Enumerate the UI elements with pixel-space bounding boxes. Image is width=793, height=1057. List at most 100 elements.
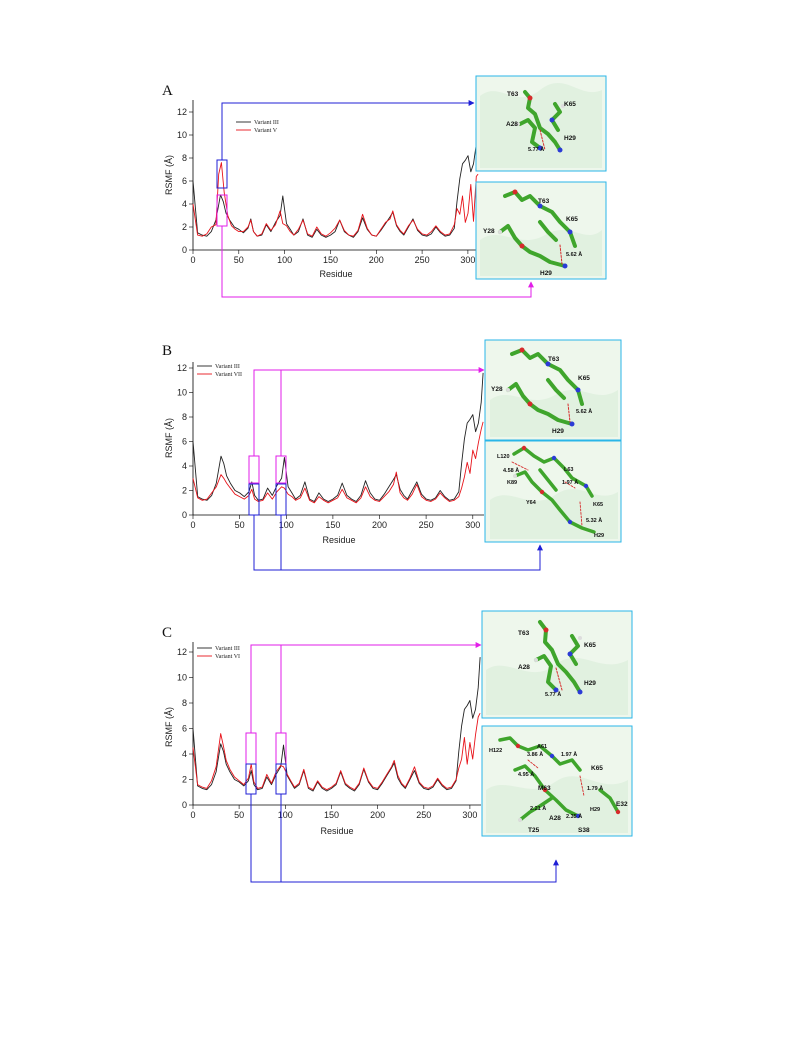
x-tick: 250 (416, 805, 431, 820)
svg-text:200: 200 (369, 255, 384, 265)
y-axis-label: RSMF (Å) (164, 155, 174, 195)
x-tick: 300 (460, 250, 475, 265)
residue-label: H122 (489, 748, 502, 754)
residue-label: Y64 (526, 500, 537, 506)
structure-inset: T63 K65 A28 H29 5.77 Å (481, 610, 633, 719)
y-tick: 8 (182, 412, 193, 422)
svg-text:6: 6 (182, 176, 187, 186)
svg-text:0: 0 (190, 520, 195, 530)
residue-label: K65 (578, 375, 590, 382)
plot-series (192, 116, 479, 238)
molecule-sticks (498, 736, 621, 822)
legend: Variant III Variant VI (197, 646, 240, 660)
highlight-box-magenta (245, 732, 257, 765)
legend-label: Variant VII (215, 372, 242, 378)
residue-label: H29 (540, 270, 552, 277)
svg-text:250: 250 (416, 810, 431, 820)
residue-label: A61 (537, 744, 547, 750)
distance-label: 5.77 Å (528, 146, 544, 153)
connector-arrow (250, 794, 559, 883)
residue-label: A28 (518, 664, 530, 671)
residue-label: T63 (538, 198, 550, 205)
residue-label: A28 (506, 121, 518, 128)
connector-arrow (221, 226, 534, 298)
y-axis-label: RSMF (Å) (164, 707, 174, 747)
legend-label: Variant III (215, 364, 240, 370)
distance-label: 5.62 Å (576, 408, 592, 415)
svg-text:50: 50 (234, 810, 244, 820)
chart-frame (192, 100, 479, 251)
x-tick: 200 (370, 805, 385, 820)
x-tick: 50 (235, 515, 245, 530)
x-axis-label: Residue (320, 826, 353, 836)
y-tick: 0 (182, 800, 193, 810)
svg-text:8: 8 (182, 153, 187, 163)
panel-letter: C (162, 625, 172, 641)
x-tick: 0 (190, 515, 196, 530)
structure-inset: T63 K65 A28 H29 5.77 Å (475, 75, 607, 172)
highlight-box-magenta (248, 455, 260, 484)
molecule-sticks (498, 189, 577, 269)
connector-arrow (250, 642, 482, 733)
panel-letter: B (162, 343, 172, 359)
svg-text:150: 150 (325, 520, 340, 530)
residue-label: S38 (578, 827, 590, 834)
svg-text:100: 100 (277, 255, 292, 265)
molecule-sticks (511, 445, 596, 534)
svg-text:250: 250 (419, 520, 434, 530)
residue-label: H29 (594, 533, 604, 539)
series-line-variant-vi (192, 712, 481, 791)
y-tick: 8 (182, 153, 193, 163)
x-axis-label: Residue (322, 535, 355, 545)
svg-text:12: 12 (177, 363, 187, 373)
x-tick: 150 (323, 250, 338, 265)
structure-inset: L120 L63 K89 Y64 K65 H29 4.58 Å 1.97 Å 5… (484, 440, 622, 543)
residue-label: M63 (538, 785, 551, 792)
svg-text:50: 50 (235, 520, 245, 530)
svg-text:12: 12 (177, 107, 187, 117)
distance-label: 1.79 Å (587, 785, 603, 792)
x-tick: 300 (465, 515, 480, 530)
svg-text:0: 0 (182, 510, 187, 520)
x-ticks: 0 50 100 150 200 250 300 (190, 805, 477, 820)
plot-series (192, 372, 484, 504)
svg-text:0: 0 (190, 255, 195, 265)
legend-label: Variant III (215, 646, 240, 652)
distance-label: 2.35 Å (566, 813, 582, 820)
svg-text:10: 10 (177, 388, 187, 398)
series-line-variant-iii (192, 657, 481, 792)
residue-label: T63 (507, 91, 519, 98)
x-tick: 250 (419, 515, 434, 530)
connector-arrow (253, 367, 485, 456)
svg-text:2: 2 (182, 775, 187, 785)
distance-label: 3.86 Å (527, 751, 543, 758)
svg-text:100: 100 (278, 810, 293, 820)
distance-label: 4.58 Å (503, 467, 519, 474)
x-tick: 200 (372, 515, 387, 530)
residue-label: H29 (564, 135, 576, 142)
x-tick: 200 (369, 250, 384, 265)
residue-label: H29 (584, 680, 596, 687)
y-tick: 0 (182, 510, 193, 520)
distance-label: 5.32 Å (586, 517, 602, 524)
series-line-variant-v (192, 162, 479, 237)
y-tick: 2 (182, 222, 193, 232)
svg-text:8: 8 (182, 412, 187, 422)
svg-text:4: 4 (182, 199, 187, 209)
y-tick: 8 (182, 698, 193, 708)
svg-text:200: 200 (372, 520, 387, 530)
svg-text:300: 300 (460, 255, 475, 265)
y-axis-label: RSMF (Å) (164, 418, 174, 458)
legend: Variant III Variant VII (197, 364, 242, 378)
residue-label: K89 (507, 480, 517, 486)
residue-label: H29 (590, 807, 600, 813)
svg-text:300: 300 (462, 810, 477, 820)
residue-label: T63 (518, 630, 530, 637)
y-tick: 12 (177, 647, 193, 657)
chart-frame (192, 362, 484, 516)
y-tick: 12 (177, 107, 193, 117)
y-tick: 2 (182, 775, 193, 785)
residue-label: L63 (564, 467, 573, 473)
residue-label: K65 (564, 101, 576, 108)
svg-text:4: 4 (182, 749, 187, 759)
